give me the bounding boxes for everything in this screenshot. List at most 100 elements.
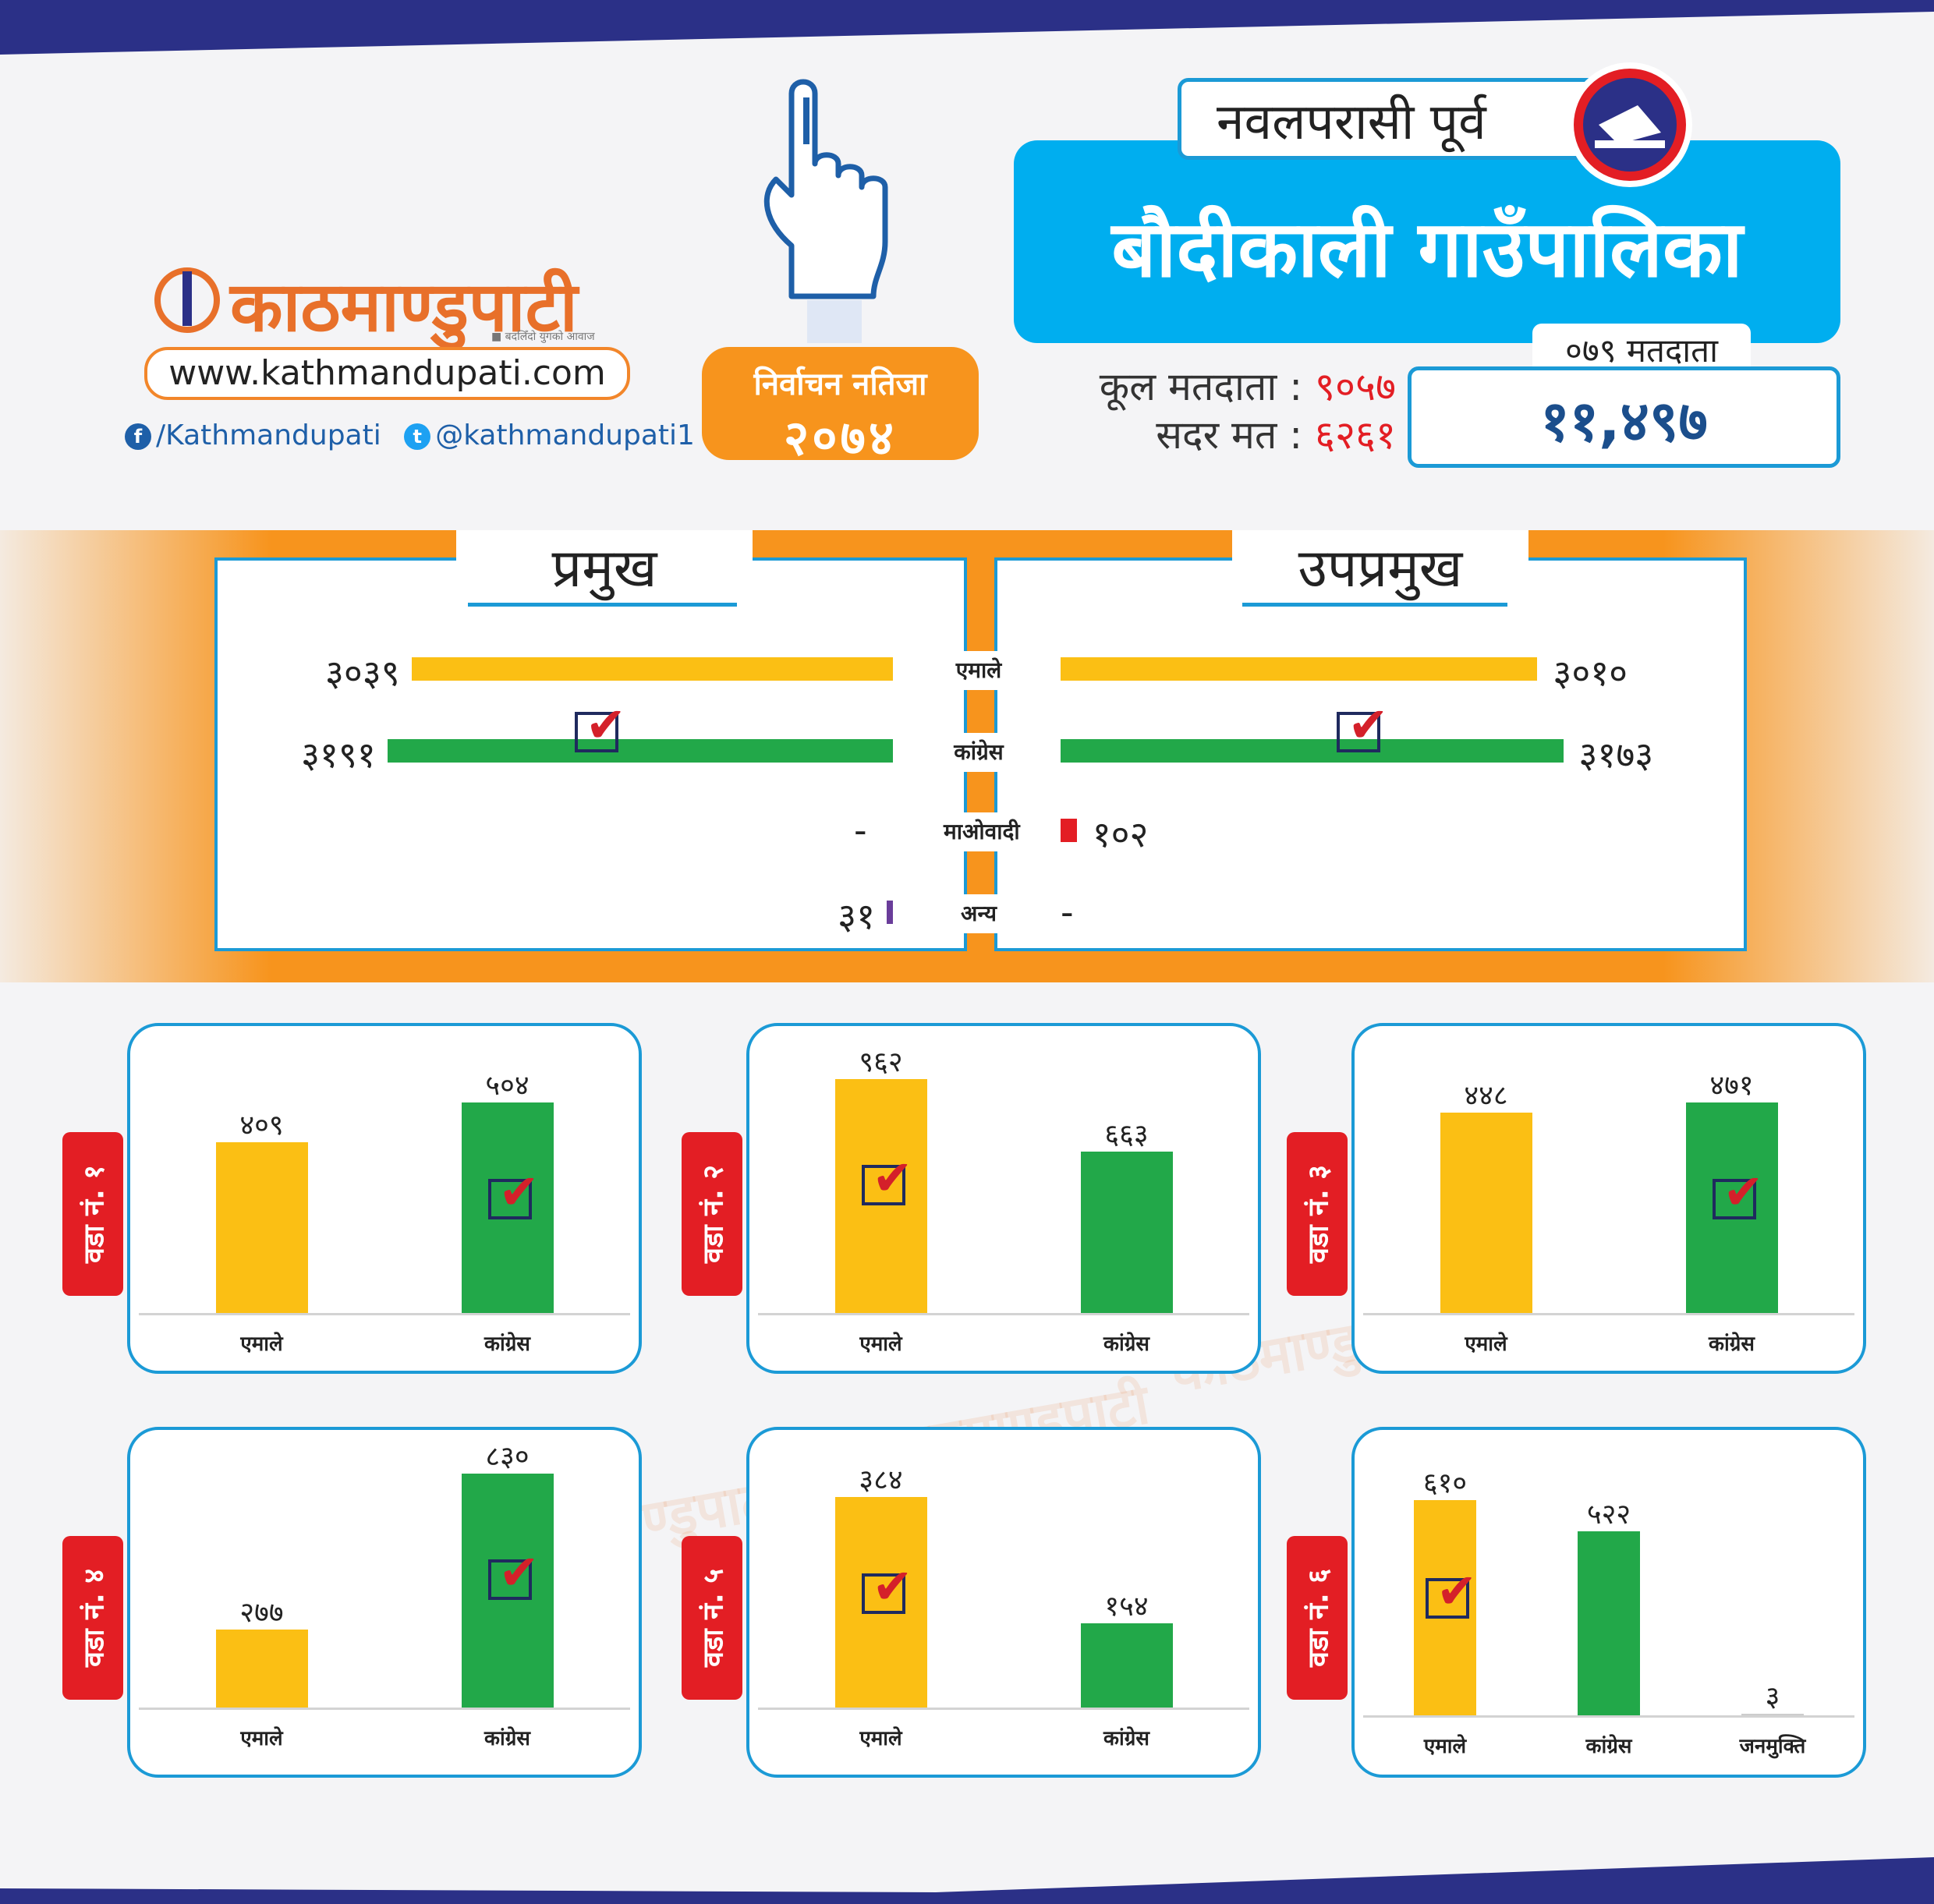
x-axis: [139, 1708, 630, 1710]
check-mark-icon: ✔: [585, 696, 626, 753]
ward-category-label: एमाले: [240, 1332, 283, 1356]
vote-stats: कूल मतदाता : ९०५७ सदर मत : ६२६१: [1029, 363, 1396, 459]
twitter-icon: t: [404, 423, 431, 450]
election-result-badge: निर्वाचन नतिजा २०७४: [702, 347, 979, 466]
ward-category-label: कांग्रेस: [484, 1727, 530, 1750]
total-voters-value: ९०५७: [1315, 364, 1396, 409]
ward-label: वडा नं. २: [682, 1132, 742, 1296]
check-mark-icon: ✔: [498, 1163, 540, 1220]
chief-heading-underline: [468, 603, 737, 607]
ward-category-label: एमाले: [1423, 1735, 1467, 1758]
ward-label: वडा नं. ५: [682, 1536, 742, 1700]
site-logo: काठमाण्डुपाटी ■ बदलिँदो युगको आवाज: [148, 257, 616, 347]
ward-bar-value: ३८४: [859, 1464, 903, 1496]
check-mark-icon: ✔: [872, 1149, 913, 1206]
ward-bar-value: ६६३: [1104, 1119, 1149, 1152]
ward-category-label: कांग्रेस: [1585, 1735, 1632, 1758]
chief-bar: [887, 901, 893, 924]
badge-year: २०७४: [784, 409, 897, 466]
winner-check-icon: ✔: [487, 1168, 539, 1219]
district-name: नवलपरासी पूर्व: [1178, 78, 1599, 160]
connector: [749, 530, 1232, 555]
ward-bar-value: ३: [1765, 1681, 1780, 1713]
badge-title: निर्वाचन नतिजा: [753, 366, 927, 402]
chief-value: ३०३९: [325, 652, 400, 694]
ward-bar: [215, 1141, 308, 1313]
ward-card: [746, 1023, 1261, 1374]
ward-category-label: कांग्रेस: [484, 1332, 530, 1356]
x-axis: [1363, 1715, 1854, 1718]
ward-category-label: एमाले: [859, 1332, 902, 1356]
deputy-value: १०२: [1092, 813, 1149, 855]
ward-label: वडा नं. ४: [62, 1536, 123, 1700]
website-link[interactable]: www.kathmandupati.com: [144, 347, 630, 400]
deputy-bar: [1061, 739, 1564, 763]
ward-bar-value: ६१०: [1422, 1467, 1468, 1499]
winner-check-icon: ✔: [861, 1154, 912, 1205]
winner-check-icon: ✔: [1712, 1168, 1763, 1219]
winner-check-icon: ✔: [1426, 1567, 1477, 1619]
ward-title: वडा नं. ३: [1302, 1164, 1335, 1264]
ward-bar: [215, 1629, 308, 1708]
deputy-value: ३१७३: [1578, 734, 1654, 776]
ward-title: वडा नं. ६: [1302, 1568, 1335, 1668]
deputy-heading-underline: [1242, 603, 1507, 607]
logo-tagline: ■ बदलिँदो युगको आवाज: [491, 331, 595, 343]
valid-votes-label: सदर मत :: [1156, 412, 1303, 458]
check-mark-icon: ✔: [498, 1544, 540, 1601]
ward-label: वडा नं. ६: [1287, 1536, 1348, 1700]
party-label: अन्य: [944, 894, 1014, 933]
municipality-banner: बौदीकाली गाउँपालिका: [1014, 140, 1840, 343]
ward-bar: [1080, 1623, 1173, 1708]
ward-bar: [1440, 1113, 1532, 1313]
deputy-value: -: [1061, 891, 1074, 933]
ward-bar-value: १५४: [1104, 1590, 1149, 1623]
ward-bar: [1741, 1714, 1804, 1715]
deputy-heading: उपप्रमुख: [1232, 530, 1528, 608]
ballot-box-icon: [1567, 62, 1692, 187]
ward-bar: [461, 1102, 554, 1313]
chief-bar: [411, 657, 893, 681]
ward-bar-value: २७७: [239, 1596, 284, 1629]
x-axis: [139, 1313, 630, 1315]
ward-card: [1351, 1023, 1866, 1374]
x-axis: [758, 1708, 1249, 1710]
ward-category-label: जनमुक्ति: [1739, 1735, 1806, 1758]
x-axis: [1363, 1313, 1854, 1315]
ward-bar-value: ४०९: [239, 1109, 284, 1141]
chief-bar: [387, 739, 893, 763]
party-label: माओवादी: [944, 812, 1020, 851]
ward-bar-value: ४४८: [1464, 1080, 1508, 1113]
ward-card: [127, 1427, 642, 1778]
total-voters-label: कूल मतदाता :: [1099, 364, 1303, 409]
ward-bar: [461, 1474, 554, 1708]
ward-bar: [1685, 1102, 1778, 1313]
twitter-link[interactable]: @kathmandupati1: [435, 419, 695, 451]
deputy-bar: [1061, 819, 1077, 842]
ward-title: वडा नं. २: [697, 1164, 730, 1264]
winner-check-icon: ✔: [1337, 701, 1388, 752]
x-axis: [758, 1313, 1249, 1315]
ward-bar-value: ४७१: [1709, 1070, 1754, 1102]
ward-card: [746, 1427, 1261, 1778]
bottom-stripe: [0, 1857, 1934, 1904]
ward-category-label: कांग्रेस: [1103, 1332, 1149, 1356]
ward-card: [127, 1023, 642, 1374]
ward-category-label: एमाले: [1465, 1332, 1507, 1356]
deputy-value: ३०१०: [1553, 652, 1628, 694]
party-label: कांग्रेस: [944, 733, 1014, 772]
logo-emblem-icon: [154, 267, 220, 333]
ward-category-label: कांग्रेस: [1103, 1727, 1149, 1750]
deputy-bar: [1061, 657, 1538, 681]
chief-heading: प्रमुख: [456, 530, 753, 608]
facebook-icon: f: [125, 423, 151, 450]
ward-category-label: एमाले: [859, 1727, 902, 1750]
ward-category-label: कांग्रेस: [1709, 1332, 1755, 1356]
facebook-link[interactable]: /Kathmandupati: [156, 419, 381, 451]
party-label: एमाले: [944, 651, 1014, 690]
ward-bar: [834, 1497, 927, 1708]
ward-bar-value: ५०४: [485, 1070, 530, 1102]
ward-bar: [834, 1079, 927, 1313]
voting-finger-icon: [763, 79, 888, 343]
